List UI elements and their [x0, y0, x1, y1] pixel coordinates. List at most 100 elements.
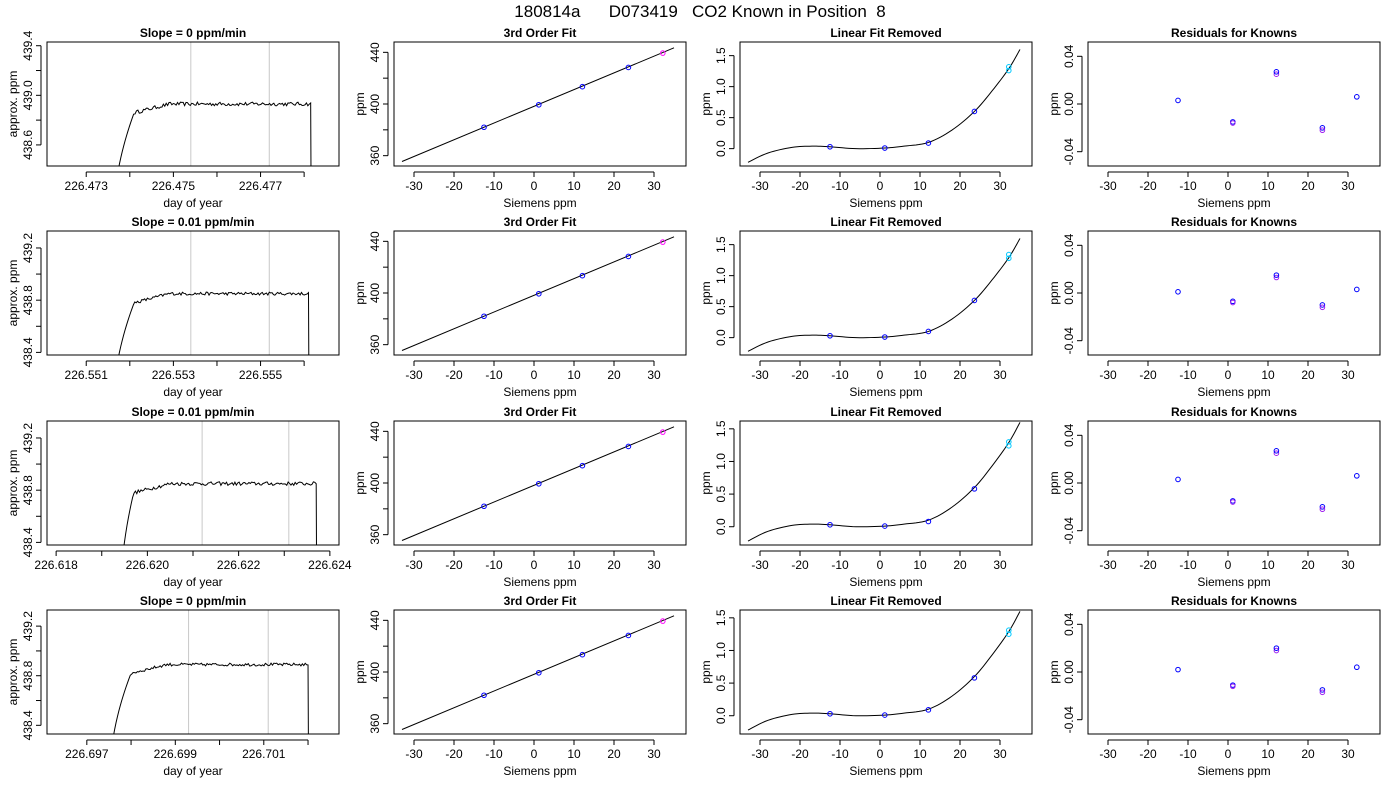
data-point — [481, 124, 487, 131]
data-point — [1273, 448, 1280, 454]
x-tick-label: 226.551 — [65, 368, 109, 382]
x-tick-label: 20 — [607, 747, 621, 761]
data-point — [1319, 689, 1326, 696]
x-tick-label: -20 — [1139, 368, 1157, 382]
x-tick-label: -10 — [485, 558, 503, 572]
y-axis-label: ppm — [353, 471, 367, 494]
x-tick-label: -10 — [831, 368, 849, 382]
x-tick-label: 0 — [1225, 368, 1232, 382]
panel-title: Slope = 0 ppm/min — [140, 594, 246, 608]
x-tick-label: -30 — [405, 558, 423, 572]
x-tick-label: 10 — [1261, 368, 1275, 382]
panel-title: Slope = 0.01 ppm/min — [131, 405, 254, 419]
data-point — [1319, 127, 1326, 134]
data-point — [827, 521, 833, 528]
data-point — [971, 675, 978, 681]
y-tick-label: 438.6 — [21, 130, 35, 160]
data-point — [1273, 69, 1280, 75]
panel-1-1: Slope = 0 ppm/min 226.473 226.475 226.477 da… — [6, 26, 340, 210]
x-tick-label: 226.553 — [152, 368, 196, 382]
data-point — [1273, 274, 1280, 281]
panel-4-2: 3rd Order Fit -30 -20 -10 0 10 20 30 Siemens ppm… — [353, 594, 687, 778]
x-tick-label: -30 — [751, 368, 769, 382]
x-axis-label: day of year — [163, 385, 222, 399]
x-tick-label: 30 — [647, 179, 661, 193]
x-axis-label: Siemens ppm — [503, 196, 576, 210]
x-axis-label: Siemens ppm — [503, 385, 576, 399]
data-point — [1006, 64, 1012, 70]
x-tick-label: 10 — [567, 179, 581, 193]
x-tick-label: 0 — [531, 558, 538, 572]
plot-area — [747, 422, 1021, 542]
y-axis-label: ppm — [353, 92, 367, 115]
data-point — [882, 523, 888, 529]
y-tick-label: 360 — [368, 524, 382, 544]
data-point — [625, 64, 632, 71]
data-point — [1319, 125, 1326, 131]
y-tick-label: 440 — [368, 231, 382, 251]
x-tick-label: 226.699 — [154, 747, 198, 761]
y-axis-label: ppm — [1047, 660, 1061, 683]
data-point — [481, 503, 487, 510]
y-tick-label: 1.0 — [714, 78, 728, 95]
data-point — [579, 272, 586, 279]
x-tick-label: 20 — [1301, 747, 1315, 761]
y-tick-label: 400 — [368, 94, 382, 114]
data-point — [1175, 97, 1181, 104]
y-tick-label: 1.5 — [714, 236, 728, 253]
x-axis-label: day of year — [163, 196, 222, 210]
x-tick-label: -10 — [485, 179, 503, 193]
x-tick-label: -10 — [485, 747, 503, 761]
data-point — [827, 143, 833, 150]
panel-title: Linear Fit Removed — [830, 215, 941, 229]
plot-area — [747, 49, 1021, 163]
x-tick-label: 30 — [1341, 368, 1355, 382]
panel-4-3: Linear Fit Removed -30 -20 -10 0 10 20 30 Siemen… — [699, 594, 1033, 778]
x-tick-label: 10 — [567, 368, 581, 382]
x-tick-label: -30 — [405, 368, 423, 382]
panel-title: Slope = 0.01 ppm/min — [131, 215, 254, 229]
page-title: 180814a D073419 CO2 Known in Position 8 — [514, 2, 886, 21]
panel-4-1: Slope = 0 ppm/min 226.697 226.699 226.701 da… — [6, 594, 340, 778]
x-tick-label: -20 — [1139, 747, 1157, 761]
fit-line — [401, 47, 675, 162]
data-point — [1354, 473, 1360, 479]
y-tick-label: 1.5 — [714, 420, 728, 437]
panel-title: 3rd Order Fit — [504, 215, 577, 229]
y-tick-label: -0.04 — [1062, 327, 1076, 355]
x-tick-label: 0 — [877, 179, 884, 193]
panel-title: 3rd Order Fit — [504, 26, 577, 40]
x-tick-label: 226.473 — [65, 179, 109, 193]
y-tick-label: 440 — [368, 421, 382, 441]
plot-frame — [739, 609, 1033, 735]
data-point — [827, 710, 833, 717]
y-tick-label: 0.00 — [1062, 471, 1076, 495]
plot-frame — [1087, 609, 1381, 735]
plot-area — [1175, 645, 1360, 696]
y-tick-label: 0.5 — [714, 109, 728, 126]
x-tick-label: 30 — [993, 368, 1007, 382]
data-point — [536, 480, 542, 487]
panel-2-1: Slope = 0.01 ppm/min 226.551 226.553 226.55… — [6, 215, 340, 399]
data-point — [1273, 272, 1280, 278]
plot-area — [747, 238, 1021, 352]
x-axis-label: Siemens ppm — [1197, 385, 1270, 399]
x-tick-label: 30 — [993, 558, 1007, 572]
y-axis-label: approx. ppm — [6, 71, 20, 138]
data-point — [1319, 687, 1326, 693]
x-tick-label: 226.697 — [65, 747, 109, 761]
y-axis-label: approx. ppm — [6, 639, 20, 706]
panel-4-4: Residuals for Knowns -30 -20 -10 0 10 20 30 Siem… — [1047, 594, 1381, 778]
plot-frame — [1087, 41, 1381, 167]
fit-line — [401, 236, 675, 351]
y-tick-label: 438.8 — [21, 475, 35, 505]
x-axis-label: Siemens ppm — [1197, 196, 1270, 210]
panel-3-2: 3rd Order Fit -30 -20 -10 0 10 20 30 Siemens ppm… — [353, 405, 687, 589]
x-tick-label: 0 — [1225, 179, 1232, 193]
y-axis-label: ppm — [1047, 281, 1061, 304]
y-tick-label: 0.0 — [714, 329, 728, 346]
data-point — [536, 669, 542, 676]
y-tick-label: -0.04 — [1062, 517, 1076, 545]
data-point — [882, 334, 888, 340]
